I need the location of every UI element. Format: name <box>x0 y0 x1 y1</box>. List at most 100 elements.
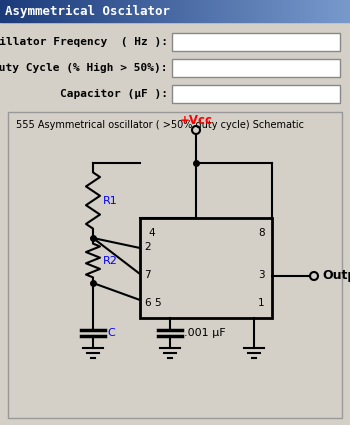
Bar <box>235 0 236 22</box>
Bar <box>312 0 313 22</box>
Bar <box>95 0 96 22</box>
Bar <box>242 0 243 22</box>
Bar <box>228 0 229 22</box>
Bar <box>49 0 50 22</box>
Bar <box>169 0 170 22</box>
Bar <box>289 0 290 22</box>
Bar <box>238 0 239 22</box>
Bar <box>232 0 233 22</box>
Bar <box>41 0 42 22</box>
Bar <box>53 0 54 22</box>
Bar <box>170 0 171 22</box>
Bar <box>324 0 325 22</box>
Bar <box>296 0 297 22</box>
Bar <box>268 0 269 22</box>
Bar <box>148 0 149 22</box>
Bar <box>347 0 348 22</box>
Bar <box>191 0 192 22</box>
Bar <box>348 0 349 22</box>
Bar <box>14 0 15 22</box>
Text: 6: 6 <box>144 298 150 308</box>
Bar <box>154 0 155 22</box>
Bar <box>59 0 60 22</box>
Bar <box>281 0 282 22</box>
Bar <box>304 0 305 22</box>
Bar <box>315 0 316 22</box>
Bar <box>31 0 32 22</box>
Bar <box>92 0 93 22</box>
Bar <box>243 0 244 22</box>
Bar <box>33 0 34 22</box>
Bar <box>37 0 38 22</box>
Bar <box>28 0 29 22</box>
Bar <box>172 33 340 51</box>
Text: .001 μF: .001 μF <box>184 328 226 338</box>
Bar <box>50 0 51 22</box>
Bar <box>306 0 307 22</box>
Bar <box>313 0 314 22</box>
Bar <box>172 85 340 103</box>
Bar <box>305 0 306 22</box>
Bar <box>284 0 285 22</box>
Bar <box>103 0 104 22</box>
Bar <box>250 0 251 22</box>
Bar <box>203 0 204 22</box>
Bar <box>222 0 223 22</box>
Bar <box>293 0 294 22</box>
Bar <box>74 0 75 22</box>
Bar <box>138 0 139 22</box>
Bar <box>133 0 134 22</box>
Text: 7: 7 <box>144 270 150 280</box>
Bar <box>120 0 121 22</box>
Bar <box>52 0 53 22</box>
Bar <box>129 0 130 22</box>
Bar <box>25 0 26 22</box>
Bar <box>245 0 246 22</box>
Bar <box>32 0 33 22</box>
Bar <box>118 0 119 22</box>
Bar <box>301 0 302 22</box>
Text: 4: 4 <box>148 228 155 238</box>
Bar <box>277 0 278 22</box>
Bar <box>87 0 88 22</box>
Text: Capacitor (μF ):: Capacitor (μF ): <box>60 89 168 99</box>
Bar <box>345 0 346 22</box>
Bar <box>58 0 59 22</box>
Bar <box>76 0 77 22</box>
Bar <box>82 0 83 22</box>
Bar <box>258 0 259 22</box>
Bar <box>288 0 289 22</box>
Bar <box>199 0 200 22</box>
Bar <box>187 0 188 22</box>
Bar <box>341 0 342 22</box>
Bar <box>17 0 18 22</box>
Bar <box>127 0 128 22</box>
Text: 5: 5 <box>154 298 161 308</box>
Bar <box>195 0 196 22</box>
Bar <box>172 0 173 22</box>
Bar <box>0 0 1 22</box>
Bar <box>3 0 4 22</box>
Bar <box>11 0 12 22</box>
Bar <box>51 0 52 22</box>
Bar <box>78 0 79 22</box>
Bar <box>332 0 333 22</box>
Bar <box>160 0 161 22</box>
Bar <box>291 0 292 22</box>
Text: Oscillator Freqency  ( Hz ):: Oscillator Freqency ( Hz ): <box>0 37 168 47</box>
Bar <box>122 0 123 22</box>
Bar <box>279 0 280 22</box>
Bar <box>43 0 44 22</box>
Bar <box>163 0 164 22</box>
Bar <box>272 0 273 22</box>
Bar <box>30 0 31 22</box>
Bar <box>107 0 108 22</box>
Bar <box>267 0 268 22</box>
Bar <box>257 0 258 22</box>
Bar <box>9 0 10 22</box>
Bar <box>219 0 220 22</box>
Bar <box>276 0 277 22</box>
Bar <box>329 0 330 22</box>
Bar <box>8 0 9 22</box>
Bar <box>171 0 172 22</box>
